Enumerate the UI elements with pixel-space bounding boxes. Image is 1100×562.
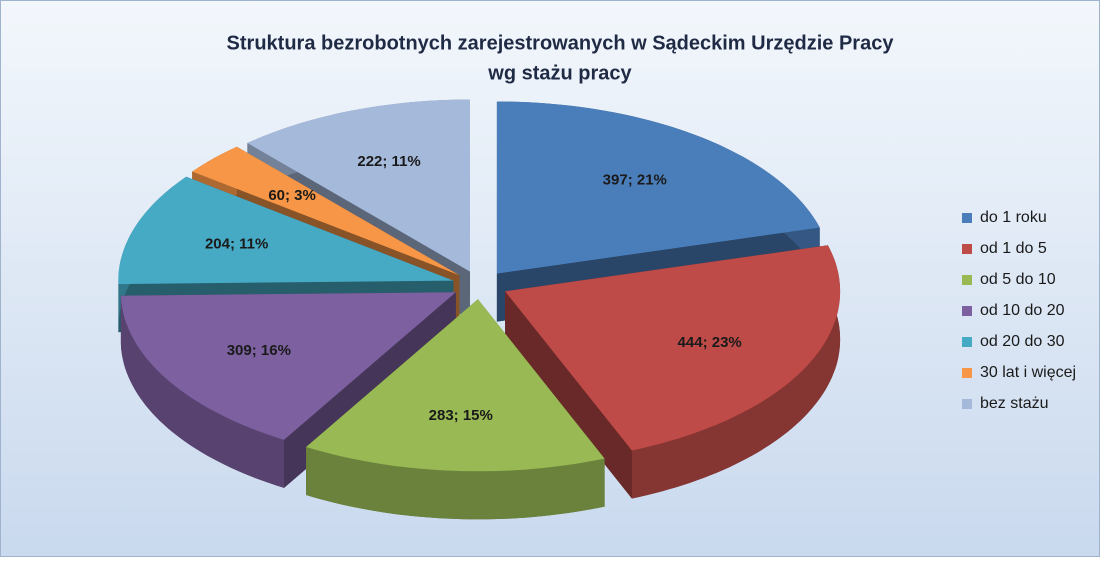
data-label: 444; 23% <box>678 334 742 351</box>
data-label: 309; 16% <box>227 342 291 359</box>
legend-swatch <box>962 368 972 378</box>
legend-swatch <box>962 213 972 223</box>
legend-swatch <box>962 306 972 316</box>
data-label: 397; 21% <box>603 171 667 188</box>
slice <box>505 245 841 451</box>
slice-wall <box>120 295 285 488</box>
data-label: 283; 15% <box>429 407 493 424</box>
slice <box>192 146 460 276</box>
legend-swatch <box>962 244 972 254</box>
data-label: 60; 3% <box>268 187 316 204</box>
slice <box>306 299 605 472</box>
legend-label: od 5 do 10 <box>980 271 1056 288</box>
legend-swatch <box>962 275 972 285</box>
legend-label: do 1 roku <box>980 209 1047 226</box>
legend-label: od 10 do 20 <box>980 302 1065 319</box>
data-label: 222; 11% <box>357 153 420 170</box>
chart-subtitle: wg stażu pracy <box>487 62 632 84</box>
slice-wall <box>631 245 841 499</box>
chart-title: Struktura bezrobotnych zarejestrowanych … <box>227 32 895 54</box>
slice <box>120 292 456 440</box>
legend-label: od 1 do 5 <box>980 240 1047 257</box>
legend: do 1 roku od 1 do 5 od 5 do 10 od 10 do 20 o… <box>962 209 1076 412</box>
data-label: 204; 11% <box>205 235 268 252</box>
slice <box>118 176 454 285</box>
legend-label: 30 lat i więcej <box>980 364 1076 381</box>
slice <box>496 101 820 274</box>
pie: 222; 11% 397; 21% 60; 3% 204; 11% 444; 23% 30… <box>118 99 841 520</box>
legend-swatch <box>962 399 972 409</box>
slice-side <box>505 291 632 499</box>
slice <box>247 99 470 272</box>
legend-swatch <box>962 337 972 347</box>
legend-label: bez stażu <box>980 395 1048 412</box>
legend-label: od 20 do 30 <box>980 333 1065 350</box>
slice-wall <box>306 447 605 520</box>
